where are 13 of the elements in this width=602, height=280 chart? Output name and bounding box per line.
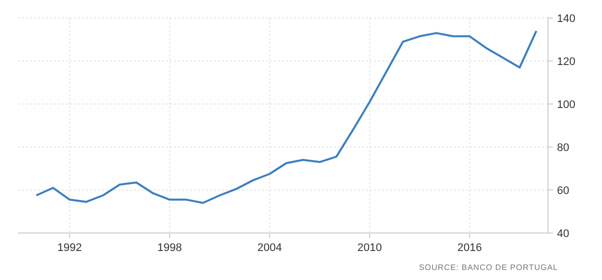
source-note: SOURCE: BANCO DE PORTUGAL xyxy=(418,263,558,272)
y-tick-label: 40 xyxy=(557,228,570,240)
y-tick-label: 100 xyxy=(557,99,576,111)
x-tick-label: 1992 xyxy=(57,242,82,254)
x-tick-label: 2004 xyxy=(257,242,282,254)
x-tick-label: 2016 xyxy=(457,242,482,254)
y-tick-label: 140 xyxy=(557,13,576,25)
y-tick-label: 60 xyxy=(557,185,570,197)
x-tick-label: 2010 xyxy=(357,242,382,254)
x-tick-label: 1998 xyxy=(157,242,182,254)
line-series xyxy=(35,30,538,204)
y-tick-label: 80 xyxy=(557,142,570,154)
y-tick-label: 120 xyxy=(557,56,576,68)
